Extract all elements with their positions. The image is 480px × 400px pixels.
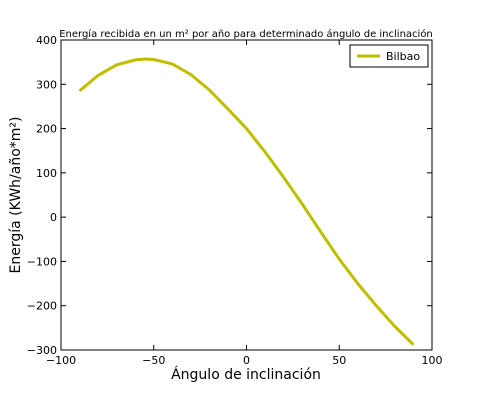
x-tick-label: −50 xyxy=(142,354,165,367)
y-tick-label: 400 xyxy=(36,34,57,47)
y-tick-label: −100 xyxy=(27,255,57,268)
x-tick-label: 100 xyxy=(422,354,443,367)
x-axis-label: Ángulo de inclinación xyxy=(171,366,321,383)
x-tick-label: 50 xyxy=(332,354,346,367)
plot-area: −100 −50 0 50 100 −300 −200 −100 0 100 200 300 400 xyxy=(27,34,443,367)
y-axis-label: Energía (KWh/año*m²) xyxy=(8,117,24,274)
x-tick-label: 0 xyxy=(243,354,250,367)
y-tick-label: 200 xyxy=(36,123,57,136)
legend: Bilbao xyxy=(349,44,429,68)
y-tick-label: −300 xyxy=(27,344,57,357)
legend-label-bilbao: Bilbao xyxy=(386,50,420,63)
y-tick-label: 300 xyxy=(36,78,57,91)
legend-box xyxy=(349,44,429,68)
x-tick-label: −100 xyxy=(46,354,76,367)
series-line-bilbao xyxy=(78,57,415,346)
y-tick-label: 100 xyxy=(36,167,57,180)
y-tick-label: −200 xyxy=(27,300,57,313)
plot-frame xyxy=(60,39,433,351)
y-tick-label: 0 xyxy=(50,211,57,224)
chart-title: Energía recibida en un m² por año para d… xyxy=(59,28,433,40)
